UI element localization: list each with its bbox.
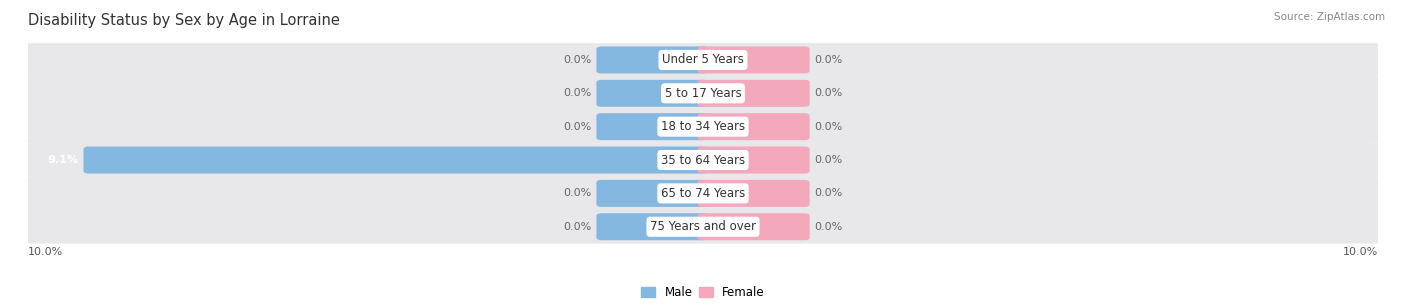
- Text: Under 5 Years: Under 5 Years: [662, 53, 744, 66]
- FancyBboxPatch shape: [27, 210, 1379, 244]
- Text: 18 to 34 Years: 18 to 34 Years: [661, 120, 745, 133]
- Text: Source: ZipAtlas.com: Source: ZipAtlas.com: [1274, 12, 1385, 22]
- FancyBboxPatch shape: [697, 146, 810, 174]
- Text: 0.0%: 0.0%: [814, 88, 842, 98]
- Text: Disability Status by Sex by Age in Lorraine: Disability Status by Sex by Age in Lorra…: [28, 13, 340, 28]
- FancyBboxPatch shape: [27, 110, 1379, 144]
- FancyBboxPatch shape: [697, 180, 810, 207]
- Text: 75 Years and over: 75 Years and over: [650, 220, 756, 233]
- FancyBboxPatch shape: [27, 43, 1379, 77]
- Text: 35 to 64 Years: 35 to 64 Years: [661, 153, 745, 167]
- Text: 5 to 17 Years: 5 to 17 Years: [665, 87, 741, 100]
- FancyBboxPatch shape: [596, 46, 709, 74]
- FancyBboxPatch shape: [697, 113, 810, 140]
- Text: 0.0%: 0.0%: [814, 222, 842, 232]
- Text: 65 to 74 Years: 65 to 74 Years: [661, 187, 745, 200]
- Text: 0.0%: 0.0%: [814, 122, 842, 132]
- FancyBboxPatch shape: [27, 177, 1379, 210]
- FancyBboxPatch shape: [697, 46, 810, 74]
- FancyBboxPatch shape: [697, 80, 810, 107]
- FancyBboxPatch shape: [596, 80, 709, 107]
- Text: 9.1%: 9.1%: [48, 155, 79, 165]
- Text: 0.0%: 0.0%: [564, 88, 592, 98]
- Text: 10.0%: 10.0%: [1343, 247, 1378, 257]
- Text: 0.0%: 0.0%: [564, 188, 592, 198]
- FancyBboxPatch shape: [83, 146, 709, 174]
- FancyBboxPatch shape: [596, 213, 709, 240]
- Legend: Male, Female: Male, Female: [637, 282, 769, 304]
- FancyBboxPatch shape: [697, 213, 810, 240]
- Text: 0.0%: 0.0%: [564, 55, 592, 65]
- Text: 0.0%: 0.0%: [564, 122, 592, 132]
- FancyBboxPatch shape: [596, 180, 709, 207]
- Text: 0.0%: 0.0%: [814, 55, 842, 65]
- Text: 10.0%: 10.0%: [28, 247, 63, 257]
- FancyBboxPatch shape: [596, 113, 709, 140]
- FancyBboxPatch shape: [27, 77, 1379, 110]
- Text: 0.0%: 0.0%: [814, 188, 842, 198]
- Text: 0.0%: 0.0%: [564, 222, 592, 232]
- FancyBboxPatch shape: [27, 143, 1379, 177]
- Text: 0.0%: 0.0%: [814, 155, 842, 165]
